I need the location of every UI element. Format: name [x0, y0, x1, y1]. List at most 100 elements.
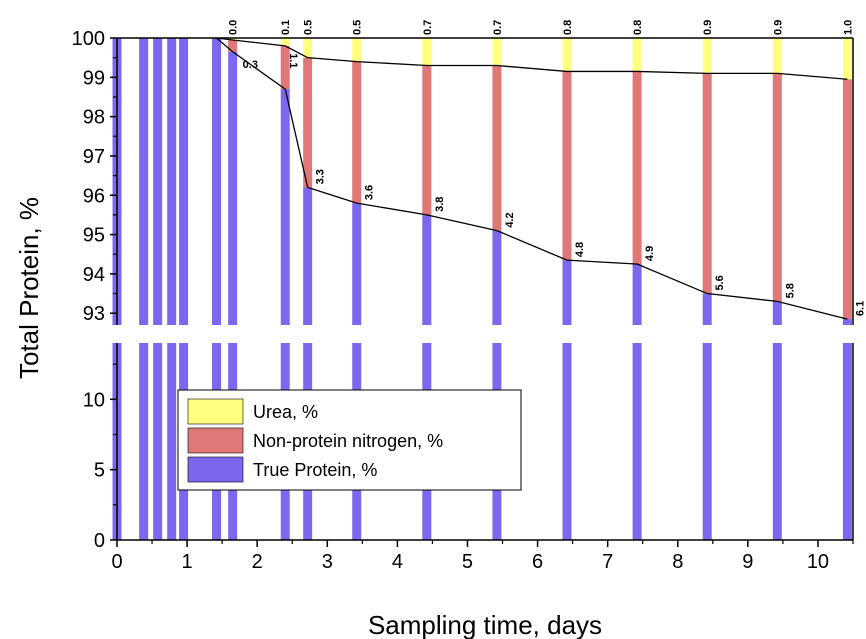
bar-true-protein	[563, 260, 572, 325]
bar-urea	[303, 38, 312, 58]
y-tick-label: 100	[72, 28, 105, 50]
urea-data-label: 0.9	[702, 20, 714, 35]
bar-urea	[422, 38, 431, 66]
legend-swatch-urea	[188, 399, 243, 424]
urea-data-label: 0.7	[492, 20, 504, 35]
npn-data-label: 4.8	[574, 242, 586, 257]
y-tick-label: 5	[94, 460, 105, 482]
x-tick-label: 10	[807, 551, 829, 573]
bar-true-protein-lower	[139, 343, 148, 540]
bar-true-protein	[303, 187, 312, 325]
y-tick-label: 99	[83, 67, 105, 89]
bar-true-protein	[633, 264, 642, 325]
urea-data-label: 0.5	[352, 20, 364, 35]
bar-true-protein	[422, 215, 431, 325]
bar-npn	[843, 79, 852, 319]
npn-data-label: 3.6	[364, 185, 376, 200]
bar-npn	[422, 66, 431, 215]
bar-urea	[703, 38, 712, 73]
bar-urea	[563, 38, 572, 71]
bar-true-protein	[179, 38, 188, 325]
x-tick-label: 8	[672, 551, 683, 573]
bar-true-protein	[212, 38, 221, 325]
bar-true-protein-lower	[843, 343, 852, 540]
bar-true-protein-lower	[703, 343, 712, 540]
bar-npn	[303, 58, 312, 188]
npn-data-label: 0.3	[243, 59, 258, 71]
x-tick-label: 1	[182, 551, 193, 573]
legend-label-true-protein: True Protein, %	[253, 460, 377, 480]
npn-data-label: 5.8	[784, 283, 796, 298]
urea-data-label: 0.5	[303, 20, 315, 35]
legend: Urea, % Non-protein nitrogen, % True Pro…	[178, 390, 521, 490]
bar-true-protein-lower	[773, 343, 782, 540]
npn-data-label: 6.1	[854, 301, 866, 316]
bar-true-protein	[773, 301, 782, 325]
bar-true-protein	[703, 294, 712, 325]
bar-urea	[633, 38, 642, 71]
x-axis-title: Sampling time, days	[368, 610, 602, 639]
x-tick-label: 2	[252, 551, 263, 573]
x-tick-label: 0	[111, 551, 122, 573]
npn-data-label: 5.6	[714, 275, 726, 290]
y-tick-label: 0	[94, 530, 105, 552]
bar-npn	[773, 73, 782, 301]
y-tick-label: 98	[83, 107, 105, 129]
bar-npn	[352, 62, 361, 204]
x-tick-label: 3	[322, 551, 333, 573]
y-tick-label: 96	[83, 185, 105, 207]
bar-true-protein	[228, 52, 237, 325]
y-tick-label: 93	[83, 303, 105, 325]
npn-data-label: 4.2	[504, 212, 516, 227]
legend-label-npn: Non-protein nitrogen, %	[253, 431, 443, 451]
y-tick-label: 94	[83, 264, 105, 286]
bar-true-protein	[139, 38, 148, 325]
legend-swatch-npn	[188, 428, 243, 453]
y-tick-label: 95	[83, 225, 105, 247]
legend-label-urea: Urea, %	[253, 402, 318, 422]
npn-data-label: 3.3	[315, 169, 327, 184]
x-tick-label: 4	[392, 551, 403, 573]
bar-urea	[352, 38, 361, 62]
bar-urea	[773, 38, 782, 73]
urea-data-label: 0.7	[422, 20, 434, 35]
bar-npn	[633, 71, 642, 264]
bar-true-protein-lower	[633, 343, 642, 540]
urea-data-label: 0.9	[772, 20, 784, 35]
bar-true-protein	[281, 89, 290, 325]
y-axis-title: Total Protein, %	[14, 197, 44, 379]
x-tick-label: 6	[532, 551, 543, 573]
bar-npn	[703, 73, 712, 293]
npn-data-label: 1.1	[287, 53, 299, 68]
urea-data-label: 0.8	[562, 20, 574, 35]
bar-true-protein	[153, 38, 162, 325]
npn-data-label: 4.9	[644, 246, 656, 261]
bar-npn	[563, 71, 572, 260]
y-tick-label: 10	[83, 389, 105, 411]
urea-data-label: 0.1	[280, 20, 292, 35]
bar-true-protein	[843, 319, 852, 325]
bar-true-protein	[167, 38, 176, 325]
bar-urea	[492, 38, 501, 66]
bar-true-protein	[492, 231, 501, 325]
urea-data-label: 0.8	[632, 20, 644, 35]
bar-npn	[228, 40, 237, 52]
bar-npn	[492, 66, 501, 231]
x-tick-label: 9	[742, 551, 753, 573]
urea-data-label: 0.0	[228, 20, 240, 35]
bar-true-protein-lower	[153, 343, 162, 540]
x-tick-label: 7	[602, 551, 613, 573]
bar-urea	[281, 38, 290, 46]
urea-data-label: 1.0	[842, 20, 854, 35]
npn-data-label: 3.8	[434, 197, 446, 212]
bar-true-protein	[352, 203, 361, 325]
x-tick-label: 5	[462, 551, 473, 573]
bar-true-protein-lower	[167, 343, 176, 540]
y-tick-label: 97	[83, 146, 105, 168]
bar-true-protein-lower	[563, 343, 572, 540]
bar-urea	[843, 38, 852, 79]
data-labels-layer: 0.0 0.3 0.1 1.1 0.5 3.3 0.5 3.6 0.7 3.8 0.7 4.2 0.8 4…	[228, 20, 866, 316]
legend-swatch-true-protein	[188, 457, 243, 482]
